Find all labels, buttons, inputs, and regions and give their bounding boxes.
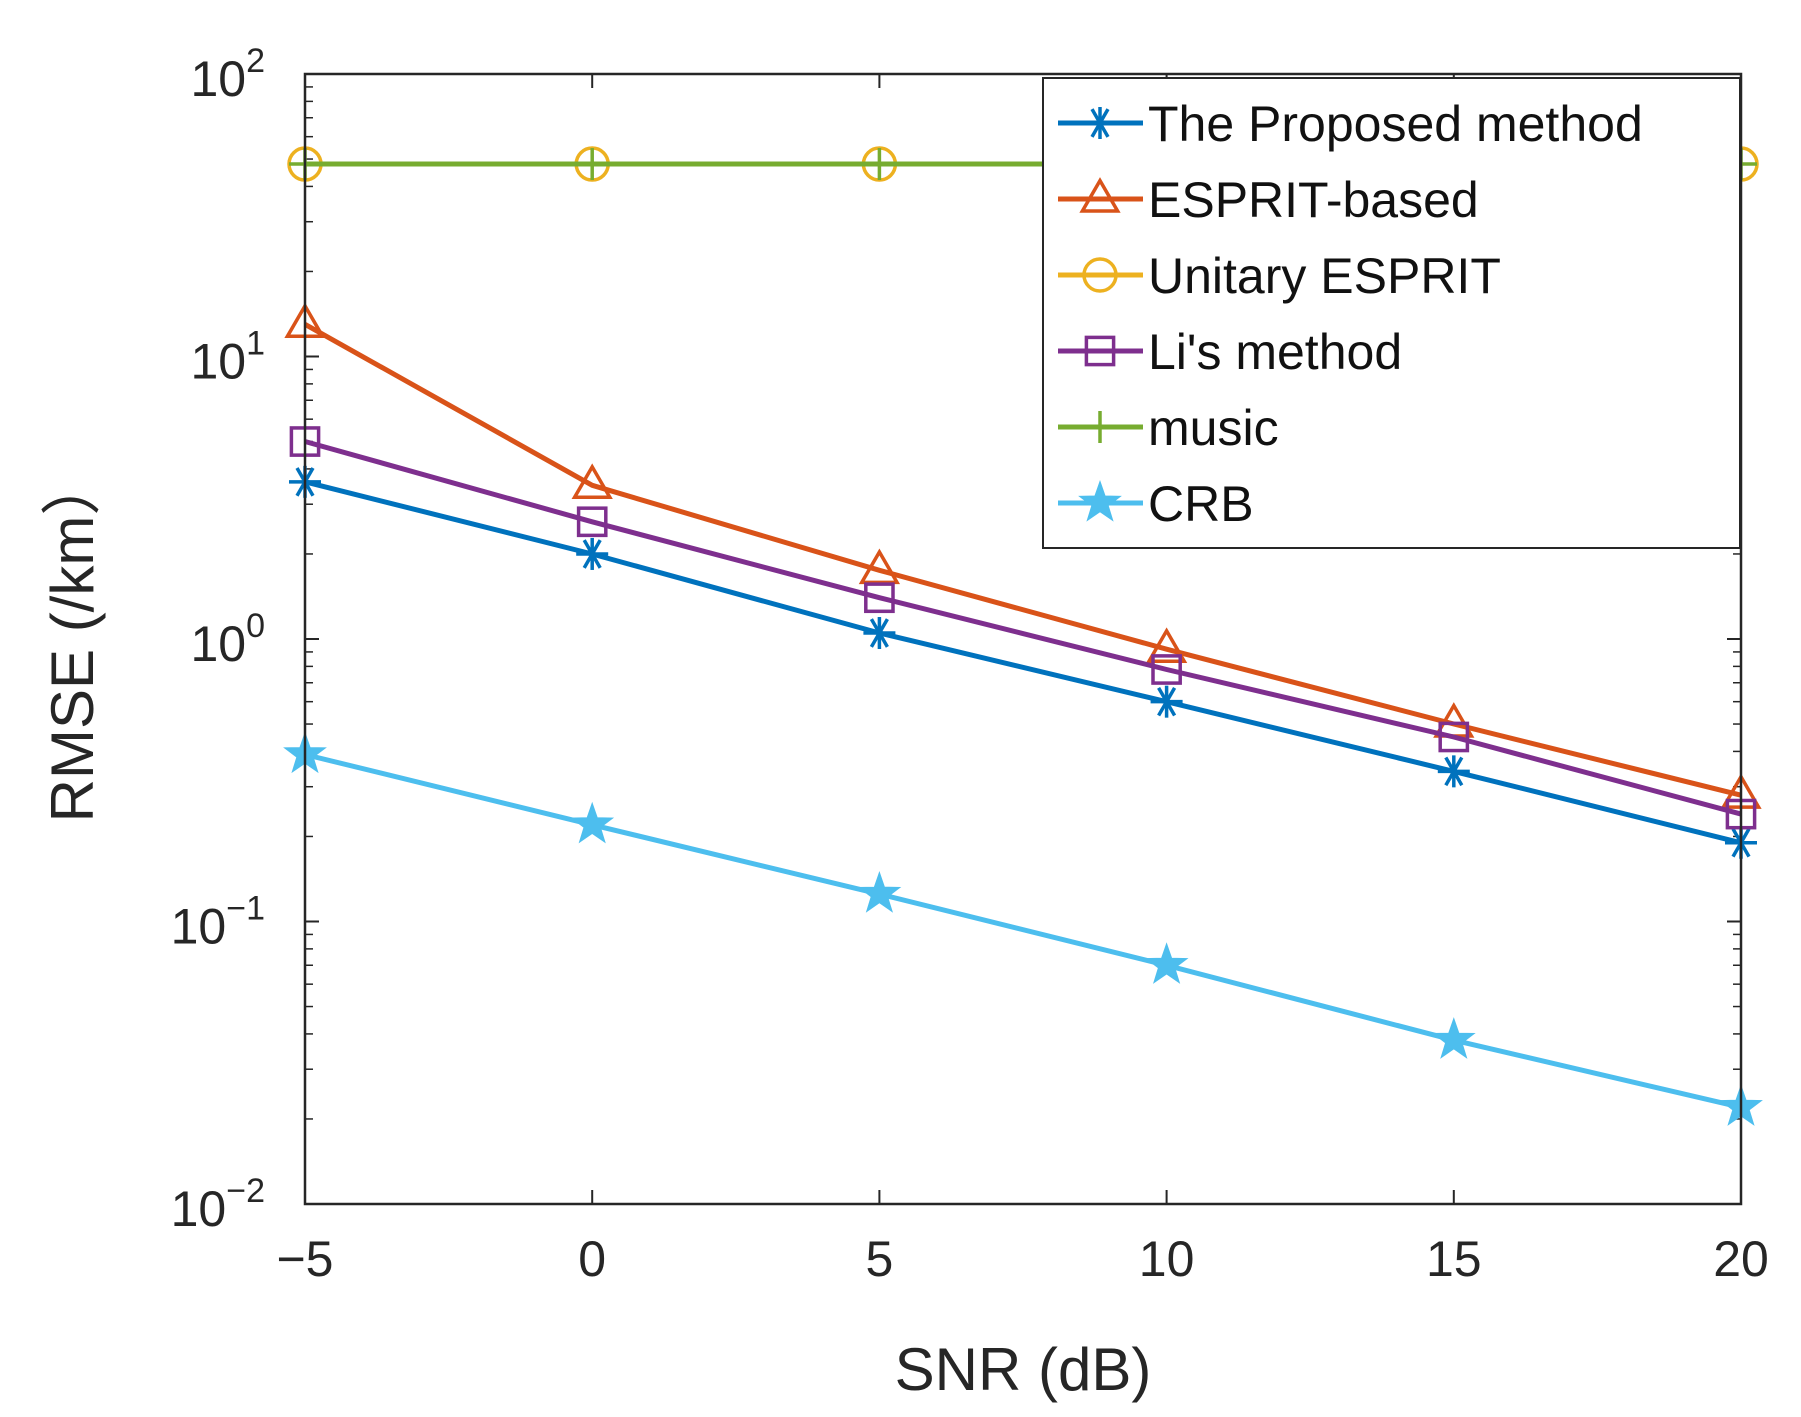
marker-triangle xyxy=(858,548,901,585)
marker-square xyxy=(576,506,608,538)
x-tick-label: 20 xyxy=(1713,1231,1769,1287)
legend-item: CRB xyxy=(1058,476,1254,532)
marker-triangle xyxy=(571,463,613,500)
x-tick-label: 5 xyxy=(865,1231,893,1287)
marker-square xyxy=(1438,721,1470,753)
marker-plus xyxy=(1084,411,1116,443)
legend-item: music xyxy=(1058,400,1279,456)
plot-frame xyxy=(303,72,1743,1206)
y-tick-base: 10 xyxy=(190,616,246,672)
y-axis-label: RMSE (/km） xyxy=(39,456,106,823)
legend-label: ESPRIT-based xyxy=(1148,172,1479,228)
marker-triangle xyxy=(1145,627,1188,663)
x-tick-label: 10 xyxy=(1139,1231,1195,1287)
y-tick-exponent: 1 xyxy=(246,325,265,363)
marker-square xyxy=(1084,335,1116,367)
y-tick-exponent: 2 xyxy=(246,42,265,80)
y-tick-label: 10−2 xyxy=(171,1172,265,1237)
marker-asterisk xyxy=(1437,755,1470,788)
marker-star xyxy=(570,801,615,844)
y-tick-base: 10 xyxy=(171,899,227,955)
marker-star xyxy=(857,871,902,913)
marker-star xyxy=(1078,479,1122,522)
legend-label: CRB xyxy=(1148,476,1254,532)
series-line xyxy=(303,322,1742,798)
marker-plus xyxy=(863,148,896,181)
series-line xyxy=(304,479,1742,846)
marker-square xyxy=(864,582,895,614)
legend-label: Unitary ESPRIT xyxy=(1148,248,1501,304)
legend-item: Li's method xyxy=(1058,324,1402,380)
legend-box xyxy=(1042,77,1741,549)
x-tick-label: 15 xyxy=(1426,1231,1482,1287)
y-tick-label: 10−1 xyxy=(171,890,265,955)
marker-plus xyxy=(576,148,609,181)
y-tick-exponent: −2 xyxy=(226,1172,265,1210)
marker-square xyxy=(1151,654,1182,685)
marker-asterisk xyxy=(1084,107,1116,139)
legend-item: ESPRIT-based xyxy=(1058,172,1479,228)
marker-star xyxy=(1431,1017,1476,1059)
y-tick-base: 10 xyxy=(171,1181,227,1237)
y-tick-label: 101 xyxy=(190,325,265,390)
marker-triangle xyxy=(1079,177,1121,213)
series-line xyxy=(304,439,1742,817)
y-tick-exponent: 0 xyxy=(246,607,265,645)
series-li-s-method xyxy=(289,426,1757,830)
x-tick-label: −5 xyxy=(276,1231,333,1287)
legend-item: Unitary ESPRIT xyxy=(1058,248,1501,304)
marker-asterisk xyxy=(1150,685,1183,718)
y-tick-base: 10 xyxy=(190,51,246,107)
marker-circle xyxy=(1082,257,1118,293)
x-tick-label: 0 xyxy=(578,1231,606,1287)
legend: The Proposed method ESPRIT-based Unitary E… xyxy=(1042,77,1741,549)
legend-label: Li's method xyxy=(1148,324,1402,380)
legend-item: The Proposed method xyxy=(1058,96,1643,152)
x-axis-label: SNR (dB) xyxy=(895,1336,1152,1403)
y-tick-label: 100 xyxy=(190,607,265,672)
marker-asterisk xyxy=(863,617,896,650)
marker-star xyxy=(1144,942,1189,984)
legend-label: The Proposed method xyxy=(1148,96,1643,152)
legend-label: music xyxy=(1148,400,1279,456)
y-tick-exponent: −1 xyxy=(226,890,265,928)
y-tick-base: 10 xyxy=(190,334,246,390)
marker-asterisk xyxy=(576,537,609,570)
series-line xyxy=(304,752,1742,1110)
y-tick-label: 102 xyxy=(190,42,265,107)
